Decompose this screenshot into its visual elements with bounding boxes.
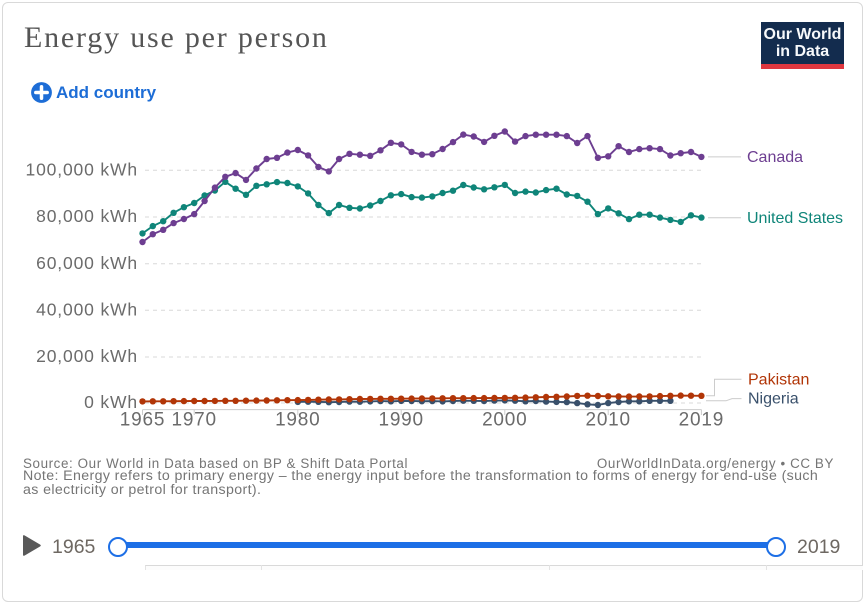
svg-text:40,000 kWh: 40,000 kWh	[36, 299, 138, 319]
svg-text:1980: 1980	[275, 410, 320, 431]
svg-text:2000: 2000	[482, 410, 527, 431]
svg-text:2010: 2010	[585, 410, 630, 431]
svg-text:0 kWh: 0 kWh	[84, 392, 138, 412]
svg-text:60,000 kWh: 60,000 kWh	[36, 253, 138, 273]
svg-text:20,000 kWh: 20,000 kWh	[36, 346, 138, 366]
svg-text:2019: 2019	[679, 410, 724, 431]
svg-text:1965: 1965	[120, 410, 165, 431]
svg-text:Nigeria: Nigeria	[748, 391, 799, 408]
svg-text:80,000 kWh: 80,000 kWh	[36, 206, 138, 226]
svg-text:1990: 1990	[378, 410, 423, 431]
svg-text:Pakistan: Pakistan	[748, 371, 809, 388]
svg-text:Canada: Canada	[747, 149, 803, 166]
svg-text:United States: United States	[747, 210, 843, 227]
svg-text:100,000 kWh: 100,000 kWh	[26, 159, 138, 179]
svg-text:1970: 1970	[171, 410, 216, 431]
